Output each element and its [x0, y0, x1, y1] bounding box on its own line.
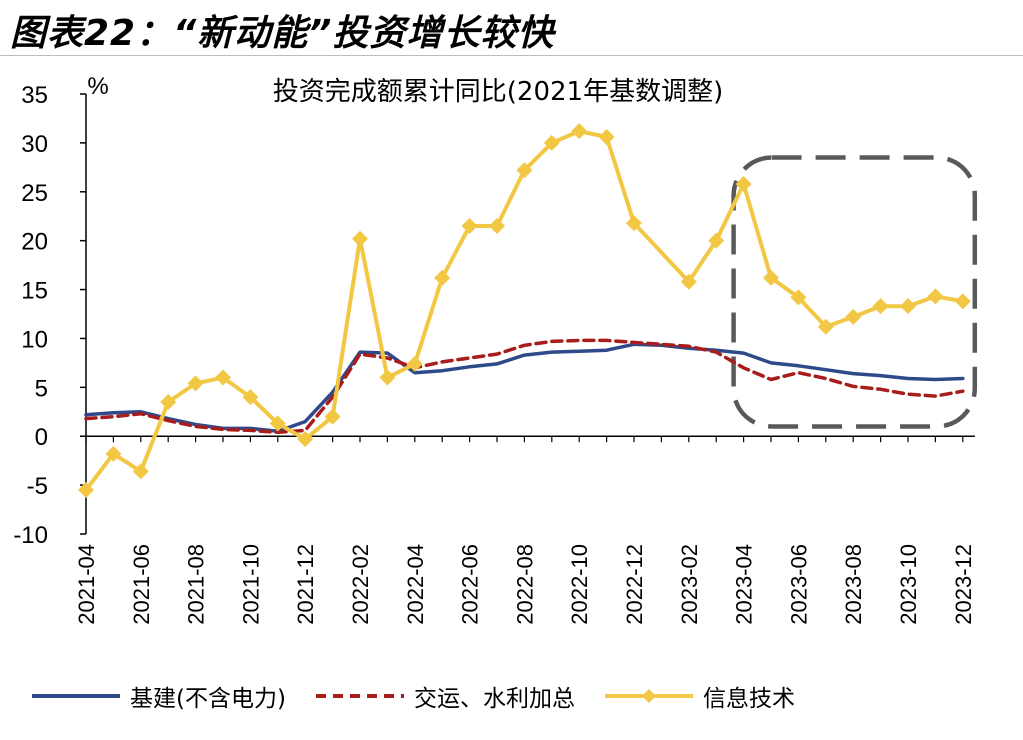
series-point-2 [790, 289, 807, 306]
series-point-2 [817, 318, 834, 335]
y-tick-label: 10 [21, 326, 48, 353]
chart-title: 投资完成额累计同比(2021年基数调整) [273, 77, 723, 107]
series-point-2 [269, 415, 286, 432]
x-tick-label: 2023-12 [951, 544, 976, 625]
x-tick-label: 2022-10 [567, 544, 592, 625]
y-tick-label: 15 [21, 278, 48, 305]
series-point-2 [324, 408, 341, 425]
series-line-1 [84, 338, 965, 435]
y-tick-label: 20 [21, 229, 48, 256]
legend-swatch-transport-water [315, 694, 404, 698]
x-tick-label: 2021-04 [74, 544, 99, 625]
series-point-2 [598, 129, 615, 146]
x-axis: 2021-04 2021-06 2021-08 2021-10 2021-12 2022-… [74, 435, 976, 625]
x-tick-label: 2023-04 [732, 544, 757, 625]
series-point-2 [297, 431, 314, 448]
y-tick-label: -5 [27, 473, 48, 500]
series-point-2 [571, 123, 588, 140]
legend-label-infrastructure: 基建(不含电力) [130, 686, 286, 712]
legend: 基建(不含电力) 交运、水利加总 信息技术 [30, 676, 823, 716]
series-point-2 [900, 298, 916, 315]
figure-title: 图表22：“新动能”投资增长较快 [10, 13, 555, 54]
series-point-2 [434, 269, 451, 286]
series-point-2 [105, 445, 122, 462]
series-point-2 [763, 269, 779, 286]
y-tick-label: 25 [21, 180, 48, 207]
x-tick-label: 2022-02 [348, 544, 373, 625]
y-tick-label: 30 [21, 131, 48, 158]
x-tick-label: 2021-08 [184, 544, 209, 625]
highlight-layer [731, 155, 978, 429]
legend-label-transport-water: 交运、水利加总 [413, 686, 575, 712]
series-point-2 [78, 482, 94, 498]
highlight-box [731, 155, 978, 429]
series-point-2 [160, 394, 177, 410]
header-divider [0, 55, 1023, 56]
series-point-2 [543, 134, 560, 151]
series-point-2 [708, 232, 725, 249]
series-layer [78, 123, 971, 498]
series-point-2 [187, 375, 204, 392]
series-point-2 [845, 308, 862, 325]
x-tick-label: 2023-06 [786, 544, 811, 625]
x-tick-label: 2021-06 [129, 544, 154, 625]
series-point-2 [132, 463, 149, 480]
x-tick-label: 2023-08 [841, 544, 866, 625]
series-point-2 [954, 293, 971, 310]
x-tick-label: 2023-02 [677, 544, 702, 625]
series-point-2 [872, 298, 889, 315]
series-line-0 [84, 342, 965, 434]
legend-item-information-tech: 信息技术 [603, 679, 795, 713]
series-point-2 [735, 175, 752, 192]
series-point-2 [516, 162, 533, 179]
x-tick-label: 2022-12 [622, 544, 647, 625]
series-point-2 [927, 288, 944, 305]
series-point-2 [242, 389, 259, 406]
series-point-2 [461, 218, 478, 234]
y-axis-unit-label: % [87, 73, 108, 100]
x-tick-label: 2022-08 [512, 544, 537, 625]
legend-item-infrastructure: 基建(不含电力) [30, 679, 286, 713]
legend-swatch-infrastructure [32, 694, 120, 698]
y-tick-label: 35 [21, 82, 48, 109]
y-tick-label: 0 [35, 424, 48, 451]
x-tick-label: 2021-12 [293, 544, 318, 625]
series-point-2 [215, 369, 231, 386]
x-tick-label: 2023-10 [896, 544, 921, 625]
x-tick-label: 2022-06 [458, 544, 483, 625]
y-tick-label: 5 [35, 375, 48, 402]
x-tick-label: 2022-04 [403, 544, 428, 625]
legend-swatch-information-tech [604, 689, 693, 703]
legend-label-information-tech: 信息技术 [702, 686, 795, 712]
series-point-2 [379, 369, 396, 386]
series-point-2 [626, 215, 642, 232]
legend-item-transport-water: 交运、水利加总 [314, 679, 575, 713]
series-point-2 [352, 230, 368, 247]
series-point-2 [680, 273, 697, 290]
series-point-2 [406, 355, 423, 372]
figure-header: 图表22：“新动能”投资增长较快 [0, 0, 1023, 56]
y-tick-label: -10 [13, 522, 48, 549]
investment-line-chart: 投资完成额累计同比(2021年基数调整) % 35 30 25 20 15 10 5 0 -5 -… [13, 73, 978, 625]
x-tick-label: 2021-10 [238, 544, 263, 625]
y-axis: 35 30 25 20 15 10 5 0 -5 -10 [13, 82, 87, 549]
series-point-2 [489, 218, 505, 234]
